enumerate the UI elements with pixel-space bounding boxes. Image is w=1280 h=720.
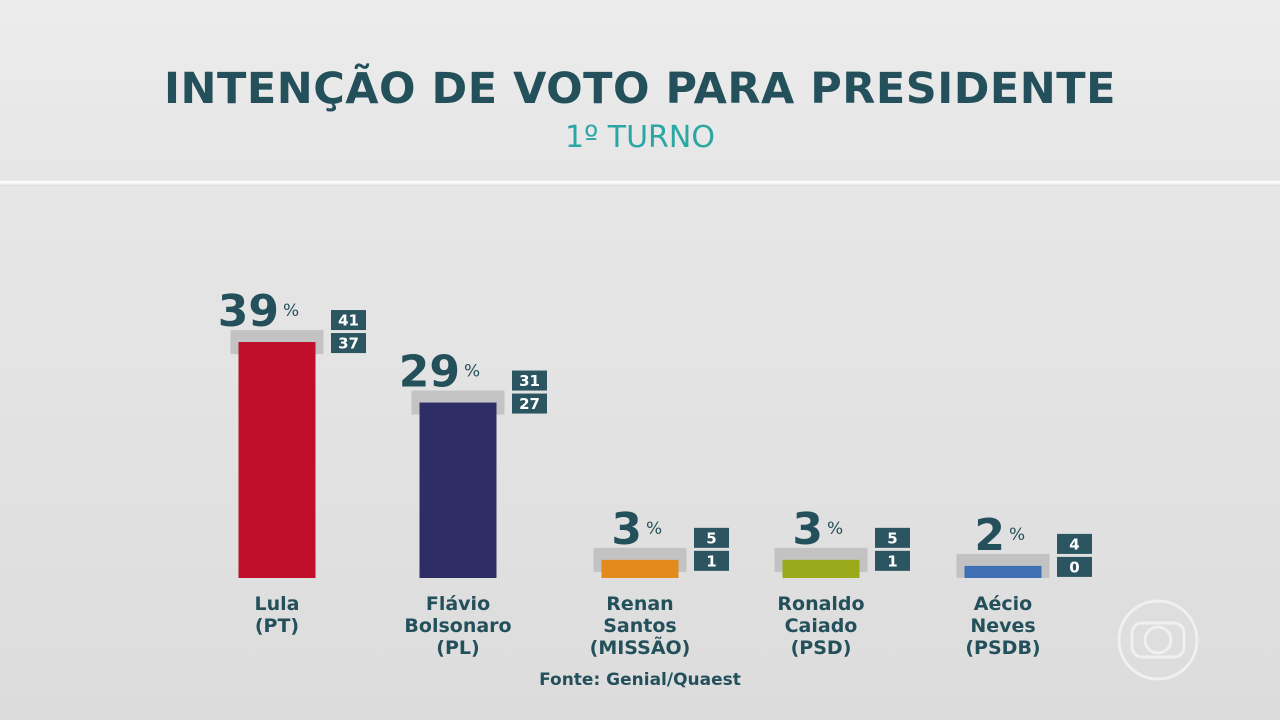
high-box [512, 370, 547, 391]
bar [601, 559, 679, 578]
candidate-label: Lula [255, 593, 300, 615]
candidate-label: (PSD) [791, 637, 852, 659]
low-box [1057, 556, 1092, 577]
low-label: 27 [519, 395, 540, 413]
value-label: 39 [218, 286, 279, 337]
candidate-label: (PSDB) [965, 637, 1040, 659]
candidate-label: (MISSÃO) [590, 635, 691, 659]
low-box [331, 333, 366, 354]
candidate-label: Santos [603, 615, 676, 637]
high-box [1057, 533, 1092, 554]
value-label: 3 [611, 504, 642, 555]
candidate-label: Ronaldo [777, 593, 864, 615]
candidate-label: Caiado [785, 615, 858, 637]
candidate-label: Flávio [426, 593, 490, 615]
high-box [331, 310, 366, 331]
bar [782, 559, 860, 578]
bar [419, 402, 497, 578]
chart-subtitle: 1º TURNO [565, 120, 715, 155]
low-label: 1 [887, 552, 897, 570]
high-label: 5 [706, 529, 716, 547]
candidate-label: (PL) [436, 637, 479, 659]
header-band [0, 0, 1280, 182]
high-label: 31 [519, 372, 540, 390]
low-label: 0 [1069, 558, 1079, 576]
value-label: 29 [399, 347, 460, 398]
percent-symbol: % [1009, 525, 1025, 545]
low-box [875, 550, 910, 571]
candidate-label: Renan [606, 593, 673, 615]
high-label: 41 [338, 312, 359, 330]
candidate-label: (PT) [255, 615, 299, 637]
high-label: 4 [1069, 535, 1079, 553]
low-label: 37 [338, 335, 359, 353]
percent-symbol: % [283, 301, 299, 321]
low-box [512, 393, 547, 414]
header-divider [0, 181, 1280, 186]
low-label: 1 [706, 552, 716, 570]
percent-symbol: % [827, 519, 843, 539]
candidate-label: Neves [970, 615, 1035, 637]
high-label: 5 [887, 529, 897, 547]
percent-symbol: % [464, 362, 480, 382]
globo-logo-icon [1117, 599, 1199, 681]
high-box [875, 527, 910, 548]
value-label: 3 [792, 504, 823, 555]
chart-title: INTENÇÃO DE VOTO PARA PRESIDENTE [164, 64, 1116, 114]
value-label: 2 [974, 510, 1005, 561]
bar [964, 565, 1042, 578]
bar [238, 342, 316, 578]
source-note: Fonte: Genial/Quaest [539, 670, 741, 690]
low-box [694, 550, 729, 571]
candidate-label: Aécio [974, 593, 1032, 615]
bar-group: 39% 41 37 Lula(PT) [218, 286, 366, 637]
percent-symbol: % [646, 519, 662, 539]
candidate-label: Bolsonaro [404, 615, 511, 637]
high-box [694, 527, 729, 548]
